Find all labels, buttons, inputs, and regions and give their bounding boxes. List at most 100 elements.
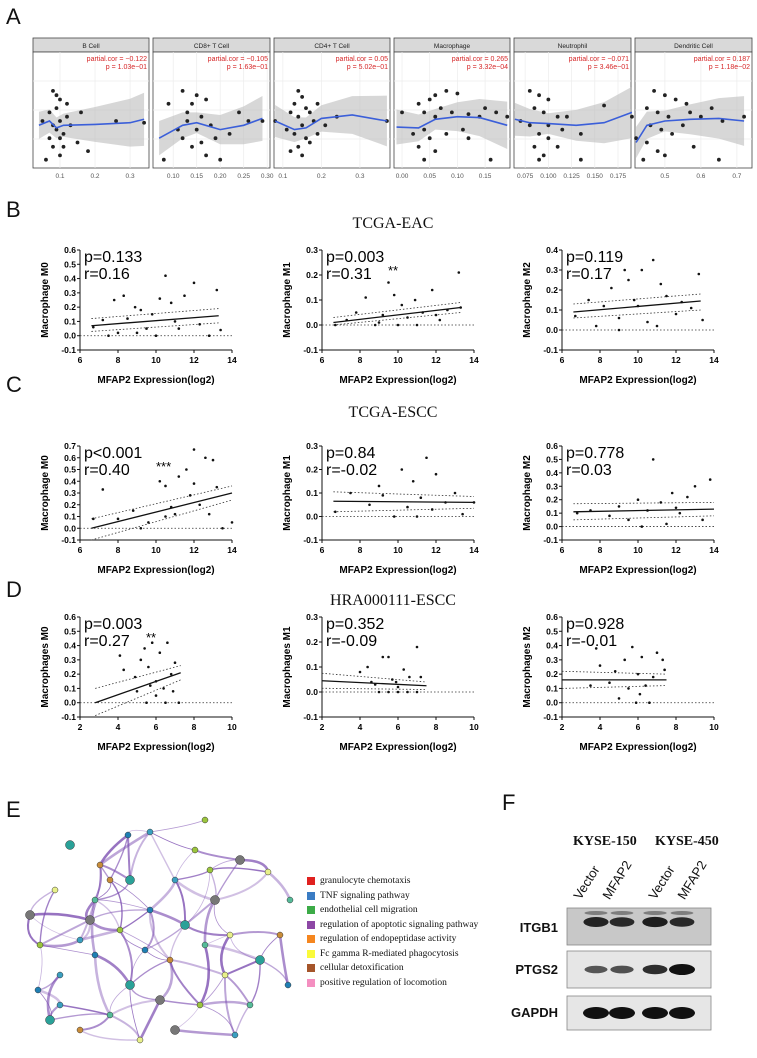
data-point xyxy=(61,144,66,149)
data-point xyxy=(400,303,404,307)
y-tick-label: 0.2 xyxy=(546,495,558,505)
y-tick-label: 0.6 xyxy=(64,453,76,463)
data-point xyxy=(173,320,177,323)
data-point xyxy=(537,93,541,98)
data-point xyxy=(627,687,630,690)
partial-cor-label: partial.cor = −0.105 xyxy=(208,56,268,63)
network-node xyxy=(286,896,294,904)
scatter-b-3: -0.1 0.0 0.1 0.2 0.3 0.4 6 8 10 12 14 MFAP2 Express… xyxy=(522,245,719,386)
data-point xyxy=(461,127,465,132)
network-edge xyxy=(267,870,292,901)
regression-line xyxy=(91,315,219,327)
data-point xyxy=(204,456,207,460)
data-point xyxy=(613,669,617,673)
p-value-label: p = 3.46e−01 xyxy=(588,64,629,71)
data-point xyxy=(406,505,409,509)
panel-label-f: F xyxy=(502,790,516,815)
r-value-label: r=0.31 xyxy=(326,266,372,283)
x-tick-label: 10 xyxy=(151,355,161,365)
y-tick-label: 0.5 xyxy=(546,626,558,636)
facet-macrophage: Macrophage 0.00 0.05 0.10 0.15 partial.cor = … xyxy=(393,37,511,180)
data-point xyxy=(185,110,190,115)
x-axis-label: MFAP2 Expression(log2) xyxy=(97,565,214,576)
blot-band xyxy=(642,916,668,928)
data-point xyxy=(598,664,602,667)
legend-swatch xyxy=(307,978,315,987)
p-value-label: p=0.003 xyxy=(326,249,384,266)
blot-band xyxy=(609,1007,635,1019)
network-node xyxy=(231,1031,239,1039)
y-tick-label: 0.5 xyxy=(64,626,76,636)
network-edge xyxy=(49,1013,111,1021)
data-point xyxy=(177,475,181,478)
y-tick-label: 0.1 xyxy=(546,683,558,693)
data-point xyxy=(555,114,560,119)
data-point xyxy=(381,494,385,497)
data-point xyxy=(716,157,721,162)
x-tick-label: 0.00 xyxy=(396,173,409,180)
r-value-label: r=0.03 xyxy=(566,462,612,479)
data-point xyxy=(387,690,390,694)
data-point xyxy=(101,488,105,491)
data-point xyxy=(215,288,219,292)
loess-fit-line xyxy=(158,117,263,139)
scatter-b-1: -0.1 0.0 0.1 0.2 0.3 0.4 0.5 0.6 6 8 10 12 14 MFAP2 E… xyxy=(40,245,237,386)
data-point xyxy=(391,678,394,681)
network-edge xyxy=(234,1004,251,1036)
data-point xyxy=(640,525,644,528)
data-point xyxy=(218,157,223,162)
y-tick-label: 0.1 xyxy=(64,683,76,693)
y-tick-label: -0.1 xyxy=(303,712,318,722)
panel-label-e: E xyxy=(6,797,21,822)
partial-cor-label: partial.cor = 0.05 xyxy=(336,56,388,63)
data-point xyxy=(644,106,649,110)
data-point xyxy=(589,684,592,687)
data-point xyxy=(688,110,692,115)
x-tick-label: 8 xyxy=(116,545,121,555)
network-node xyxy=(125,875,135,885)
data-point xyxy=(166,101,171,106)
x-tick-label: 0.075 xyxy=(517,173,534,180)
x-tick-label: 0.100 xyxy=(540,173,557,180)
y-tick-label: 0.0 xyxy=(306,320,318,330)
data-point xyxy=(594,647,598,650)
y-tick-label: 0.6 xyxy=(546,612,558,622)
data-point xyxy=(58,136,62,141)
network-node xyxy=(116,926,124,934)
p-value-label: p=0.778 xyxy=(566,445,624,462)
x-tick-label: 6 xyxy=(154,722,159,732)
data-point xyxy=(662,93,667,98)
data-point xyxy=(154,334,158,338)
network-edge xyxy=(184,869,211,926)
x-tick-label: 14 xyxy=(469,545,479,555)
x-tick-label: 4 xyxy=(358,722,363,732)
data-point xyxy=(145,701,148,705)
panel-c-title: TCGA-ESCC xyxy=(348,404,438,421)
p-value-label: p=0.84 xyxy=(326,445,375,462)
data-point xyxy=(678,511,682,515)
data-point xyxy=(430,288,434,292)
p-value-label: p=0.352 xyxy=(326,616,384,633)
y-tick-label: 0.5 xyxy=(546,454,558,464)
y-tick-label: -0.1 xyxy=(61,712,76,722)
x-tick-label: 6 xyxy=(636,722,641,732)
x-axis-label: MFAP2 Expression(log2) xyxy=(97,375,214,386)
legend-swatch xyxy=(307,877,315,885)
scatter-c-1: -0.1 0.00.1 0.2 0.3 0.40.5 0.6 0.7 6 8 10 12 14 MFAP… xyxy=(40,441,237,576)
data-point xyxy=(377,321,381,324)
network-edge xyxy=(129,959,171,986)
x-tick-label: 8 xyxy=(598,545,603,555)
data-point xyxy=(207,512,211,516)
network-edge xyxy=(144,909,155,951)
x-tick-label: 8 xyxy=(192,722,197,732)
network-edge xyxy=(174,849,196,881)
network-node xyxy=(180,920,190,930)
y-tick-label: 0.0 xyxy=(546,698,558,708)
confidence-line xyxy=(561,685,667,689)
facet-cd8-t-cell: CD8+ T Cell 0.10 0.15 0.20 0.25 0.30 partial.c… xyxy=(152,37,274,180)
data-point xyxy=(61,132,66,136)
data-point xyxy=(199,140,204,145)
data-point xyxy=(659,501,663,504)
data-point xyxy=(112,298,116,302)
